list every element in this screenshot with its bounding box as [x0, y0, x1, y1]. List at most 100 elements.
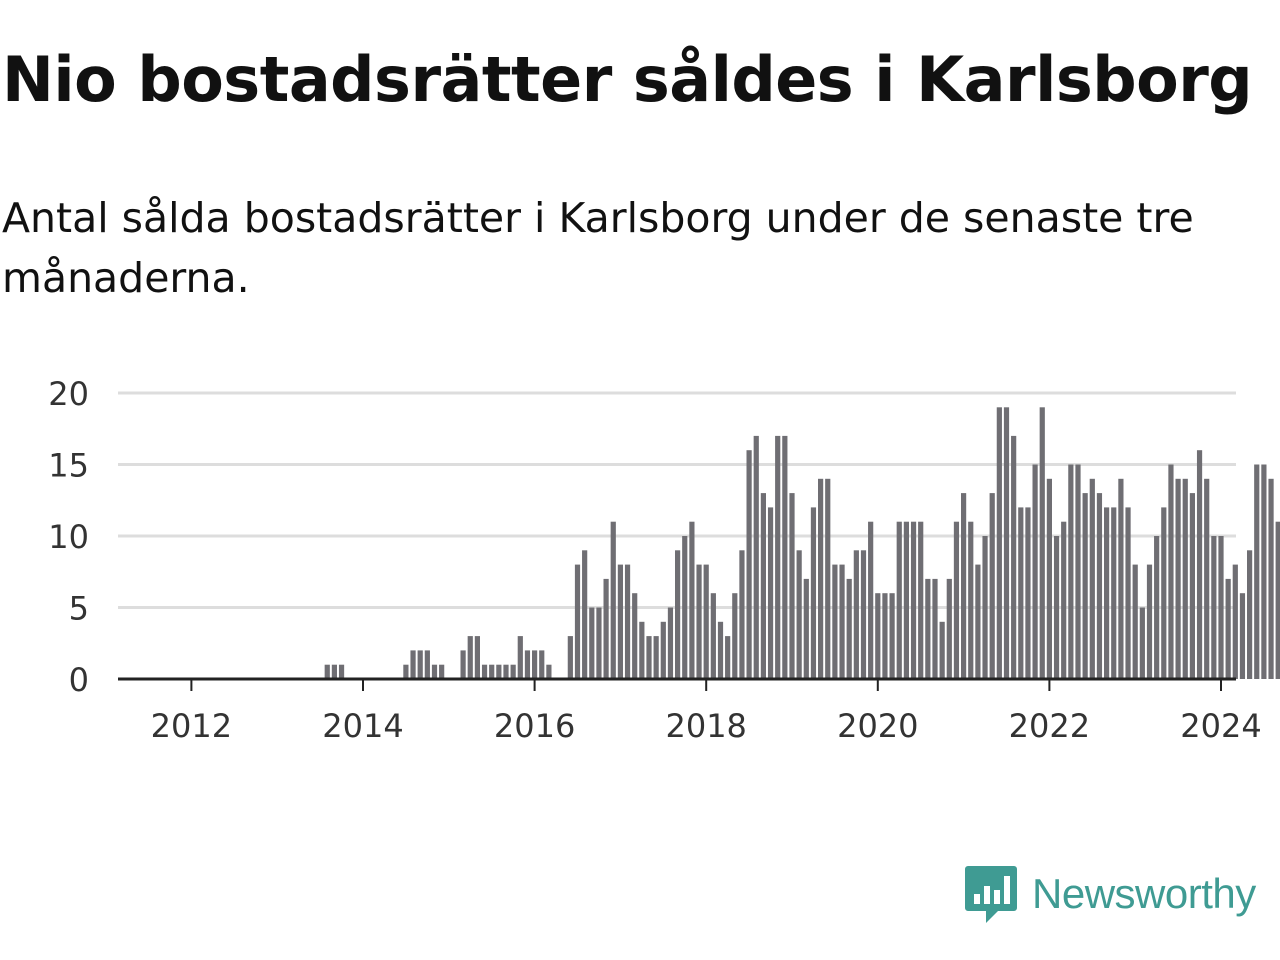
bar	[746, 450, 752, 679]
bar	[696, 564, 702, 679]
bar	[803, 578, 809, 679]
bar	[474, 636, 480, 679]
x-tick-label: 2016	[494, 707, 575, 745]
bar	[1211, 536, 1217, 679]
bar	[1204, 478, 1210, 679]
bar	[1125, 507, 1131, 679]
bar	[846, 578, 852, 679]
bar	[1003, 407, 1010, 679]
bar	[689, 521, 695, 679]
bar	[703, 564, 709, 679]
bar	[903, 521, 909, 679]
bar	[882, 593, 888, 679]
bar	[1111, 507, 1117, 679]
bar	[996, 407, 1002, 679]
chart-subtitle: Antal sålda bostadsrätter i Karlsborg un…	[2, 194, 1194, 302]
bar	[410, 650, 416, 679]
bar	[839, 564, 845, 679]
x-tick-label: 2014	[322, 707, 403, 745]
y-tick-label: 10	[48, 518, 89, 556]
bar	[932, 578, 938, 679]
bar	[1039, 407, 1045, 679]
bar	[1032, 464, 1038, 679]
x-tick-label: 2020	[837, 707, 918, 745]
bar	[1254, 464, 1260, 679]
bar	[710, 593, 716, 679]
brand-name: Newsworthy	[1032, 870, 1256, 917]
bar	[667, 607, 674, 679]
labels: 0510152020122014201620182020202220242026…	[48, 375, 1261, 745]
bar	[946, 578, 952, 679]
bar	[1275, 521, 1280, 679]
bar	[510, 664, 516, 679]
bar	[896, 521, 902, 679]
bar	[968, 521, 974, 679]
bar	[539, 650, 545, 679]
bar	[818, 478, 824, 679]
bar	[989, 493, 995, 679]
page-title: Nio bostadsrätter såldes i Karlsborg	[2, 43, 1253, 116]
bar	[1268, 478, 1274, 679]
bar	[868, 521, 874, 679]
bar	[467, 636, 473, 679]
bar	[439, 664, 445, 679]
bar	[1239, 593, 1246, 679]
bar	[431, 664, 438, 679]
bar	[1104, 507, 1110, 679]
bar	[1025, 507, 1031, 679]
bar	[939, 621, 945, 679]
bar	[789, 493, 795, 679]
bar	[424, 650, 430, 679]
bar	[910, 521, 917, 679]
bar	[853, 550, 859, 679]
bar	[889, 593, 895, 679]
bar	[403, 664, 409, 679]
bar	[582, 550, 588, 679]
bar	[589, 607, 595, 679]
bar	[517, 636, 523, 679]
bar	[532, 650, 538, 679]
bar	[739, 550, 745, 679]
brand-logo: Newsworthy	[964, 862, 1256, 926]
bar	[1061, 521, 1067, 679]
bar	[1261, 464, 1267, 679]
bar	[1053, 536, 1060, 679]
bar	[675, 550, 681, 679]
bar	[1118, 478, 1124, 679]
bar	[1218, 536, 1224, 679]
bar	[417, 650, 423, 679]
bar	[1189, 493, 1195, 679]
bar	[1068, 464, 1074, 679]
bar	[825, 478, 831, 679]
bar	[1232, 564, 1238, 679]
bar	[546, 664, 552, 679]
axes	[118, 677, 1236, 691]
y-tick-label: 5	[69, 590, 89, 628]
y-tick-label: 15	[48, 447, 89, 485]
bar	[1075, 464, 1081, 679]
bar	[632, 593, 638, 679]
x-tick-label: 2018	[665, 707, 746, 745]
bar	[925, 578, 931, 679]
bar	[1082, 493, 1088, 679]
bar	[331, 664, 337, 679]
bar	[832, 564, 838, 679]
bar	[796, 550, 802, 679]
bar	[1247, 550, 1253, 679]
bar	[760, 493, 766, 679]
bar	[460, 650, 466, 679]
bar	[682, 536, 688, 679]
bar	[875, 593, 881, 679]
bar	[1182, 478, 1188, 679]
bar	[567, 636, 573, 679]
newsworthy-logo-icon	[965, 866, 1017, 923]
bar	[1046, 478, 1052, 679]
bar	[660, 621, 666, 679]
bar	[1196, 450, 1203, 679]
bar	[1089, 478, 1095, 679]
bar	[624, 564, 631, 679]
bar	[775, 435, 781, 679]
bar	[782, 435, 788, 679]
bar	[982, 536, 988, 679]
x-tick-label: 2024	[1180, 707, 1261, 745]
